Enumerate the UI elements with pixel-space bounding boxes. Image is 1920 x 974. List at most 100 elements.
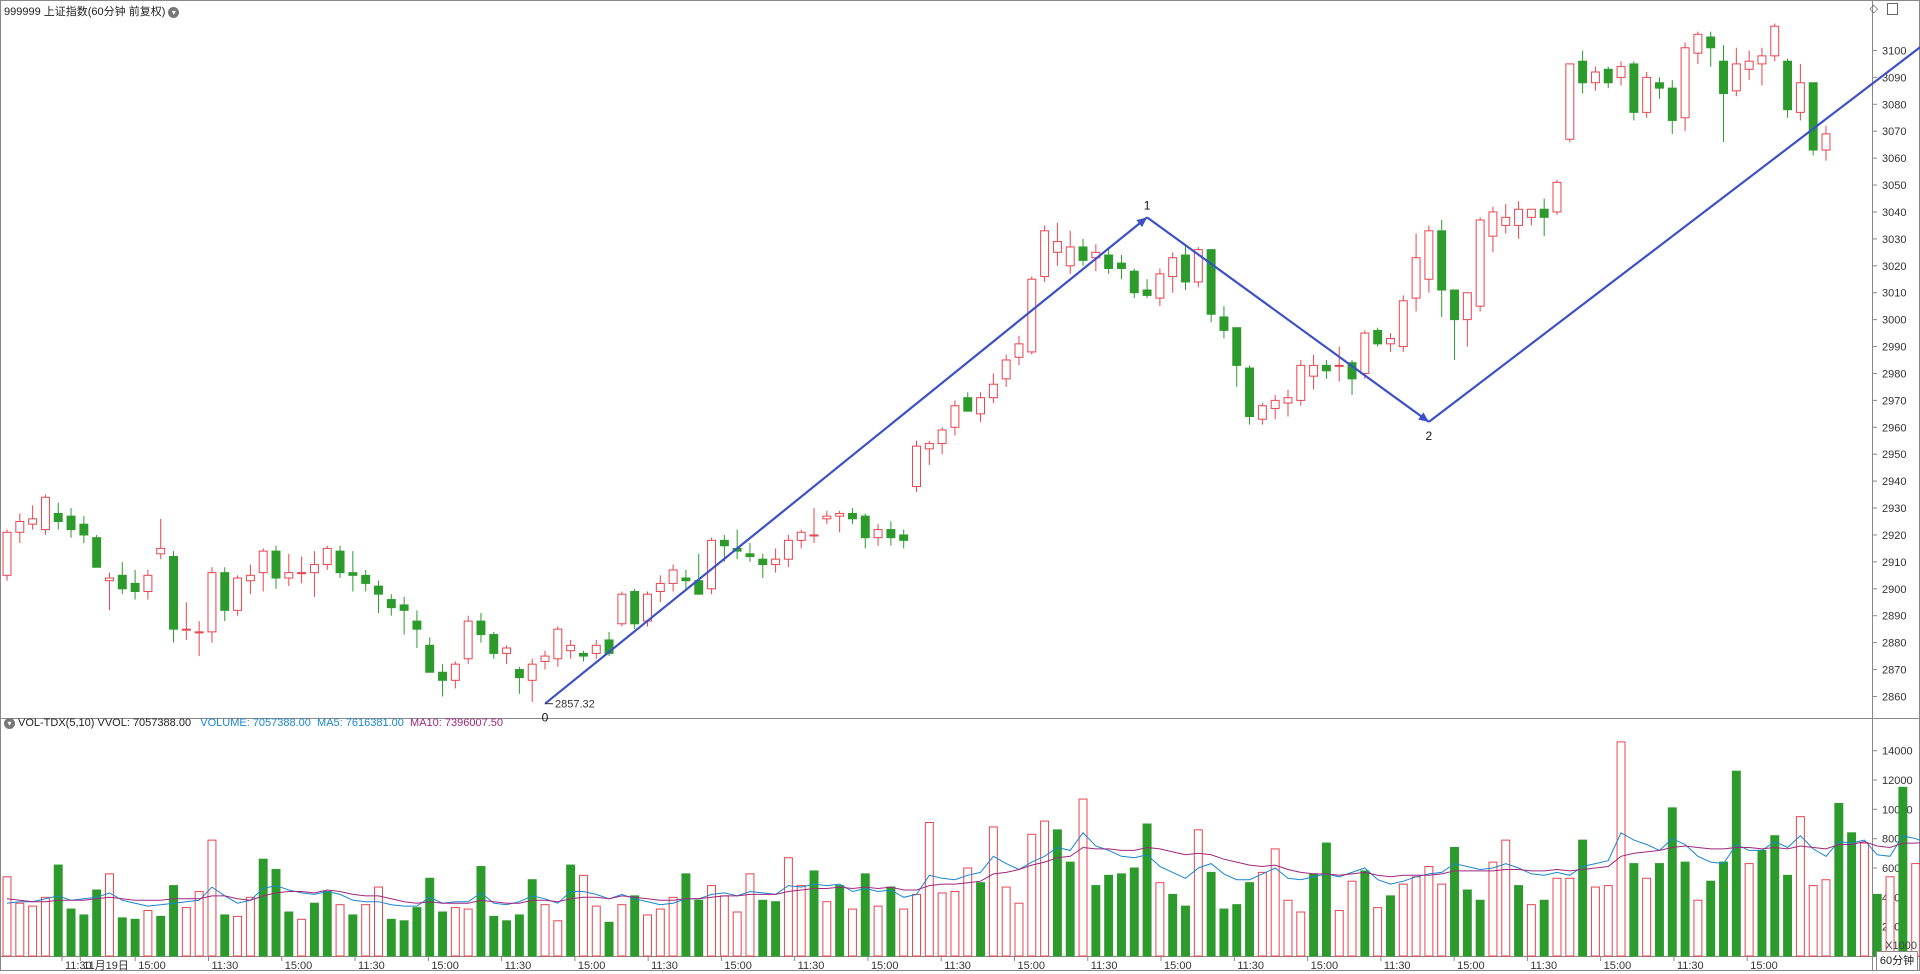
candle <box>399 596 409 635</box>
candle-body <box>258 550 268 574</box>
volume-bar <box>912 893 921 957</box>
candle-body <box>1642 76 1652 113</box>
chart-title-text: 999999 上证指数(60分钟 前复权) <box>4 6 166 18</box>
candle-body <box>604 639 614 654</box>
candle <box>322 545 332 570</box>
candle-body <box>1040 230 1050 278</box>
candle-body <box>1590 71 1600 84</box>
candle-body <box>1321 364 1331 372</box>
candle <box>438 664 448 697</box>
period-selector[interactable]: 60分钟 <box>1876 951 1918 971</box>
diamond-icon[interactable]: ◇ <box>1869 3 1878 15</box>
time-tick-label: 11:30 <box>944 960 971 971</box>
candle-body <box>1373 329 1383 345</box>
price-tick-label: 2900 <box>1882 584 1906 596</box>
candle-body <box>1347 362 1357 380</box>
volume-bar <box>1539 899 1549 957</box>
volume-bar <box>220 914 230 957</box>
candle <box>1475 217 1485 312</box>
chevron-down-icon[interactable]: ▾ <box>4 717 15 729</box>
candle <box>540 650 550 670</box>
candle <box>553 626 563 667</box>
candle-body <box>28 518 38 525</box>
time-tick-label: 15:00 <box>1604 960 1632 971</box>
candle-body <box>527 663 537 681</box>
candle <box>79 516 89 544</box>
candle-body <box>566 644 576 652</box>
candle <box>1116 255 1126 280</box>
candle-body <box>463 620 473 660</box>
candle <box>1808 82 1818 156</box>
candle <box>2 529 12 581</box>
candle-body <box>181 628 191 631</box>
volume-bar <box>476 866 486 957</box>
panel-toggle-icon[interactable] <box>1887 3 1898 16</box>
candle-body <box>1014 343 1024 358</box>
candle <box>963 392 973 412</box>
volume-bar <box>233 915 243 957</box>
candle-body <box>1078 246 1088 261</box>
candle <box>1526 208 1536 226</box>
volume-bar <box>1744 863 1754 957</box>
candle <box>899 529 909 549</box>
volume-bar <box>758 899 768 957</box>
volume-bar <box>1488 861 1498 957</box>
volume-header: ▾ VOL-TDX(5,10) VVOL: 7057388.00 VOLUME: … <box>4 717 503 729</box>
candle-body <box>1027 278 1037 353</box>
volume-bar <box>1770 835 1780 957</box>
volume-bar <box>1872 893 1882 957</box>
volume-value: VOLUME: 7057388.00 <box>200 717 311 729</box>
candle <box>66 508 76 538</box>
volume-bar <box>771 901 781 957</box>
candle-body <box>1629 63 1639 113</box>
price-tick-label: 3010 <box>1882 288 1906 300</box>
candle-body <box>1424 230 1434 280</box>
volume-bar <box>1706 880 1716 957</box>
candle <box>1257 403 1267 425</box>
volume-bar <box>1898 786 1908 957</box>
candle <box>1078 238 1088 266</box>
candle-body <box>1450 289 1459 321</box>
candle <box>92 534 102 568</box>
candle-body <box>220 572 230 611</box>
candle <box>732 529 742 560</box>
candle <box>156 518 166 560</box>
volume-bar <box>1027 833 1037 957</box>
time-tick-label: 11:30 <box>211 960 238 971</box>
candle <box>463 615 473 665</box>
candle-body <box>617 593 627 625</box>
candle <box>1283 389 1293 417</box>
top-right-controls: ◇ <box>1869 2 1898 16</box>
time-tick-label: 15:00 <box>578 960 606 971</box>
volume-bar <box>1360 870 1370 957</box>
candle-body <box>374 585 383 595</box>
candle-body <box>950 405 960 428</box>
volume-bar <box>783 857 793 957</box>
volume-bar <box>604 921 614 957</box>
candle-body <box>822 515 832 520</box>
candle-body <box>297 572 307 575</box>
candle-body <box>1385 337 1395 345</box>
volume-bar <box>694 899 704 957</box>
candle <box>604 631 614 657</box>
candle <box>1501 203 1511 234</box>
candle <box>1321 360 1331 379</box>
volume-bar <box>873 905 883 957</box>
candle <box>1783 58 1793 118</box>
volume-bar <box>1065 861 1075 957</box>
candle <box>1706 31 1716 67</box>
volume-bar <box>1578 839 1588 957</box>
candle <box>1052 222 1062 266</box>
price-tick-label: 3100 <box>1882 45 1906 57</box>
volume-bar <box>1283 899 1293 957</box>
volume-bar <box>668 896 678 957</box>
candle <box>1373 327 1383 347</box>
candle <box>1219 306 1229 339</box>
volume-bar <box>1168 893 1178 957</box>
vvol-value: VVOL: 7057388.00 <box>97 717 192 729</box>
chevron-down-icon[interactable]: ▾ <box>168 6 180 18</box>
candle-body <box>963 397 973 412</box>
price-tick-label: 3000 <box>1882 315 1906 327</box>
